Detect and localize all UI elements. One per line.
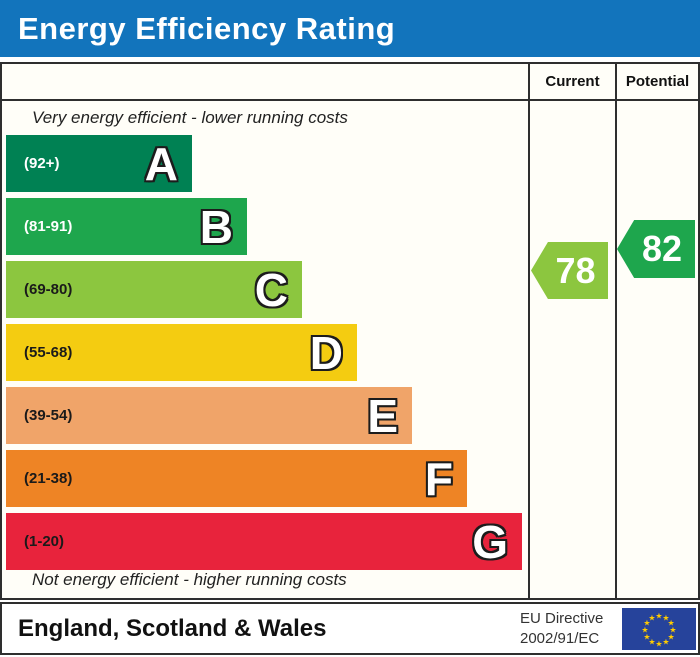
band-letter: E bbox=[367, 389, 398, 442]
band-row-f: (21-38) F bbox=[6, 450, 467, 507]
eu-directive-line1: EU Directive bbox=[520, 610, 604, 627]
band-letter: D bbox=[309, 326, 343, 379]
bands-container: (92+) A (81-91) B (69-80) C (55-68) D (3… bbox=[6, 135, 522, 576]
band-range-label: (55-68) bbox=[24, 344, 73, 361]
footer: England, Scotland & Wales EU Directive 2… bbox=[0, 602, 700, 655]
header-divider bbox=[2, 99, 698, 101]
band-row-b: (81-91) B bbox=[6, 198, 247, 255]
band-letter: A bbox=[144, 137, 178, 190]
band-range-label: (81-91) bbox=[24, 218, 73, 235]
band-letter: G bbox=[472, 515, 508, 568]
region-label: England, Scotland & Wales bbox=[18, 614, 327, 642]
top-note: Very energy efficient - lower running co… bbox=[32, 108, 348, 127]
svg-text:★: ★ bbox=[668, 633, 675, 642]
svg-text:★: ★ bbox=[643, 619, 650, 628]
title-bar: Energy Efficiency Rating bbox=[0, 0, 700, 57]
svg-text:★: ★ bbox=[668, 619, 675, 628]
band-range-label: (1-20) bbox=[24, 533, 65, 550]
current-rating-value: 78 bbox=[555, 249, 596, 291]
current-rating-arrow: 78 bbox=[531, 242, 608, 299]
rating-table: Current Potential Very energy efficient … bbox=[0, 62, 700, 600]
svg-text:★: ★ bbox=[662, 613, 669, 622]
svg-text:★: ★ bbox=[648, 638, 655, 647]
svg-text:★: ★ bbox=[662, 638, 669, 647]
svg-text:★: ★ bbox=[648, 613, 655, 622]
band-letter: C bbox=[254, 263, 288, 316]
band-row-g: (1-20) G bbox=[6, 513, 522, 570]
svg-text:★: ★ bbox=[669, 626, 676, 635]
bottom-note: Not energy efficient - higher running co… bbox=[32, 570, 347, 589]
band-letter: F bbox=[424, 452, 453, 505]
band-row-e: (39-54) E bbox=[6, 387, 412, 444]
potential-column: Potential bbox=[615, 64, 698, 598]
svg-text:★: ★ bbox=[655, 640, 662, 649]
potential-rating-value: 82 bbox=[641, 228, 683, 269]
svg-text:★: ★ bbox=[655, 612, 662, 621]
column-header-current: Current bbox=[545, 73, 600, 90]
band-range-label: (69-80) bbox=[24, 281, 73, 298]
svg-text:★: ★ bbox=[643, 633, 650, 642]
band-range-label: (21-38) bbox=[24, 470, 73, 487]
column-header-potential: Potential bbox=[625, 73, 690, 90]
band-letter: B bbox=[199, 200, 233, 253]
band-row-c: (69-80) C bbox=[6, 261, 302, 318]
potential-rating-arrow: 82 bbox=[617, 220, 695, 278]
current-column: Current bbox=[528, 64, 615, 598]
eu-directive-line2: 2002/91/EC bbox=[520, 630, 600, 647]
band-row-d: (55-68) D bbox=[6, 324, 357, 381]
band-row-a: (92+) A bbox=[6, 135, 192, 192]
eu-flag-icon: ★ ★ ★ ★ ★ ★ ★ ★ ★ ★ ★ ★ bbox=[622, 608, 696, 650]
svg-text:★: ★ bbox=[641, 626, 648, 635]
band-range-label: (39-54) bbox=[24, 407, 73, 424]
band-range-label: (92+) bbox=[24, 155, 60, 172]
page-title: Energy Efficiency Rating bbox=[18, 10, 396, 46]
eu-directive-label: EU Directive 2002/91/EC bbox=[520, 609, 603, 649]
